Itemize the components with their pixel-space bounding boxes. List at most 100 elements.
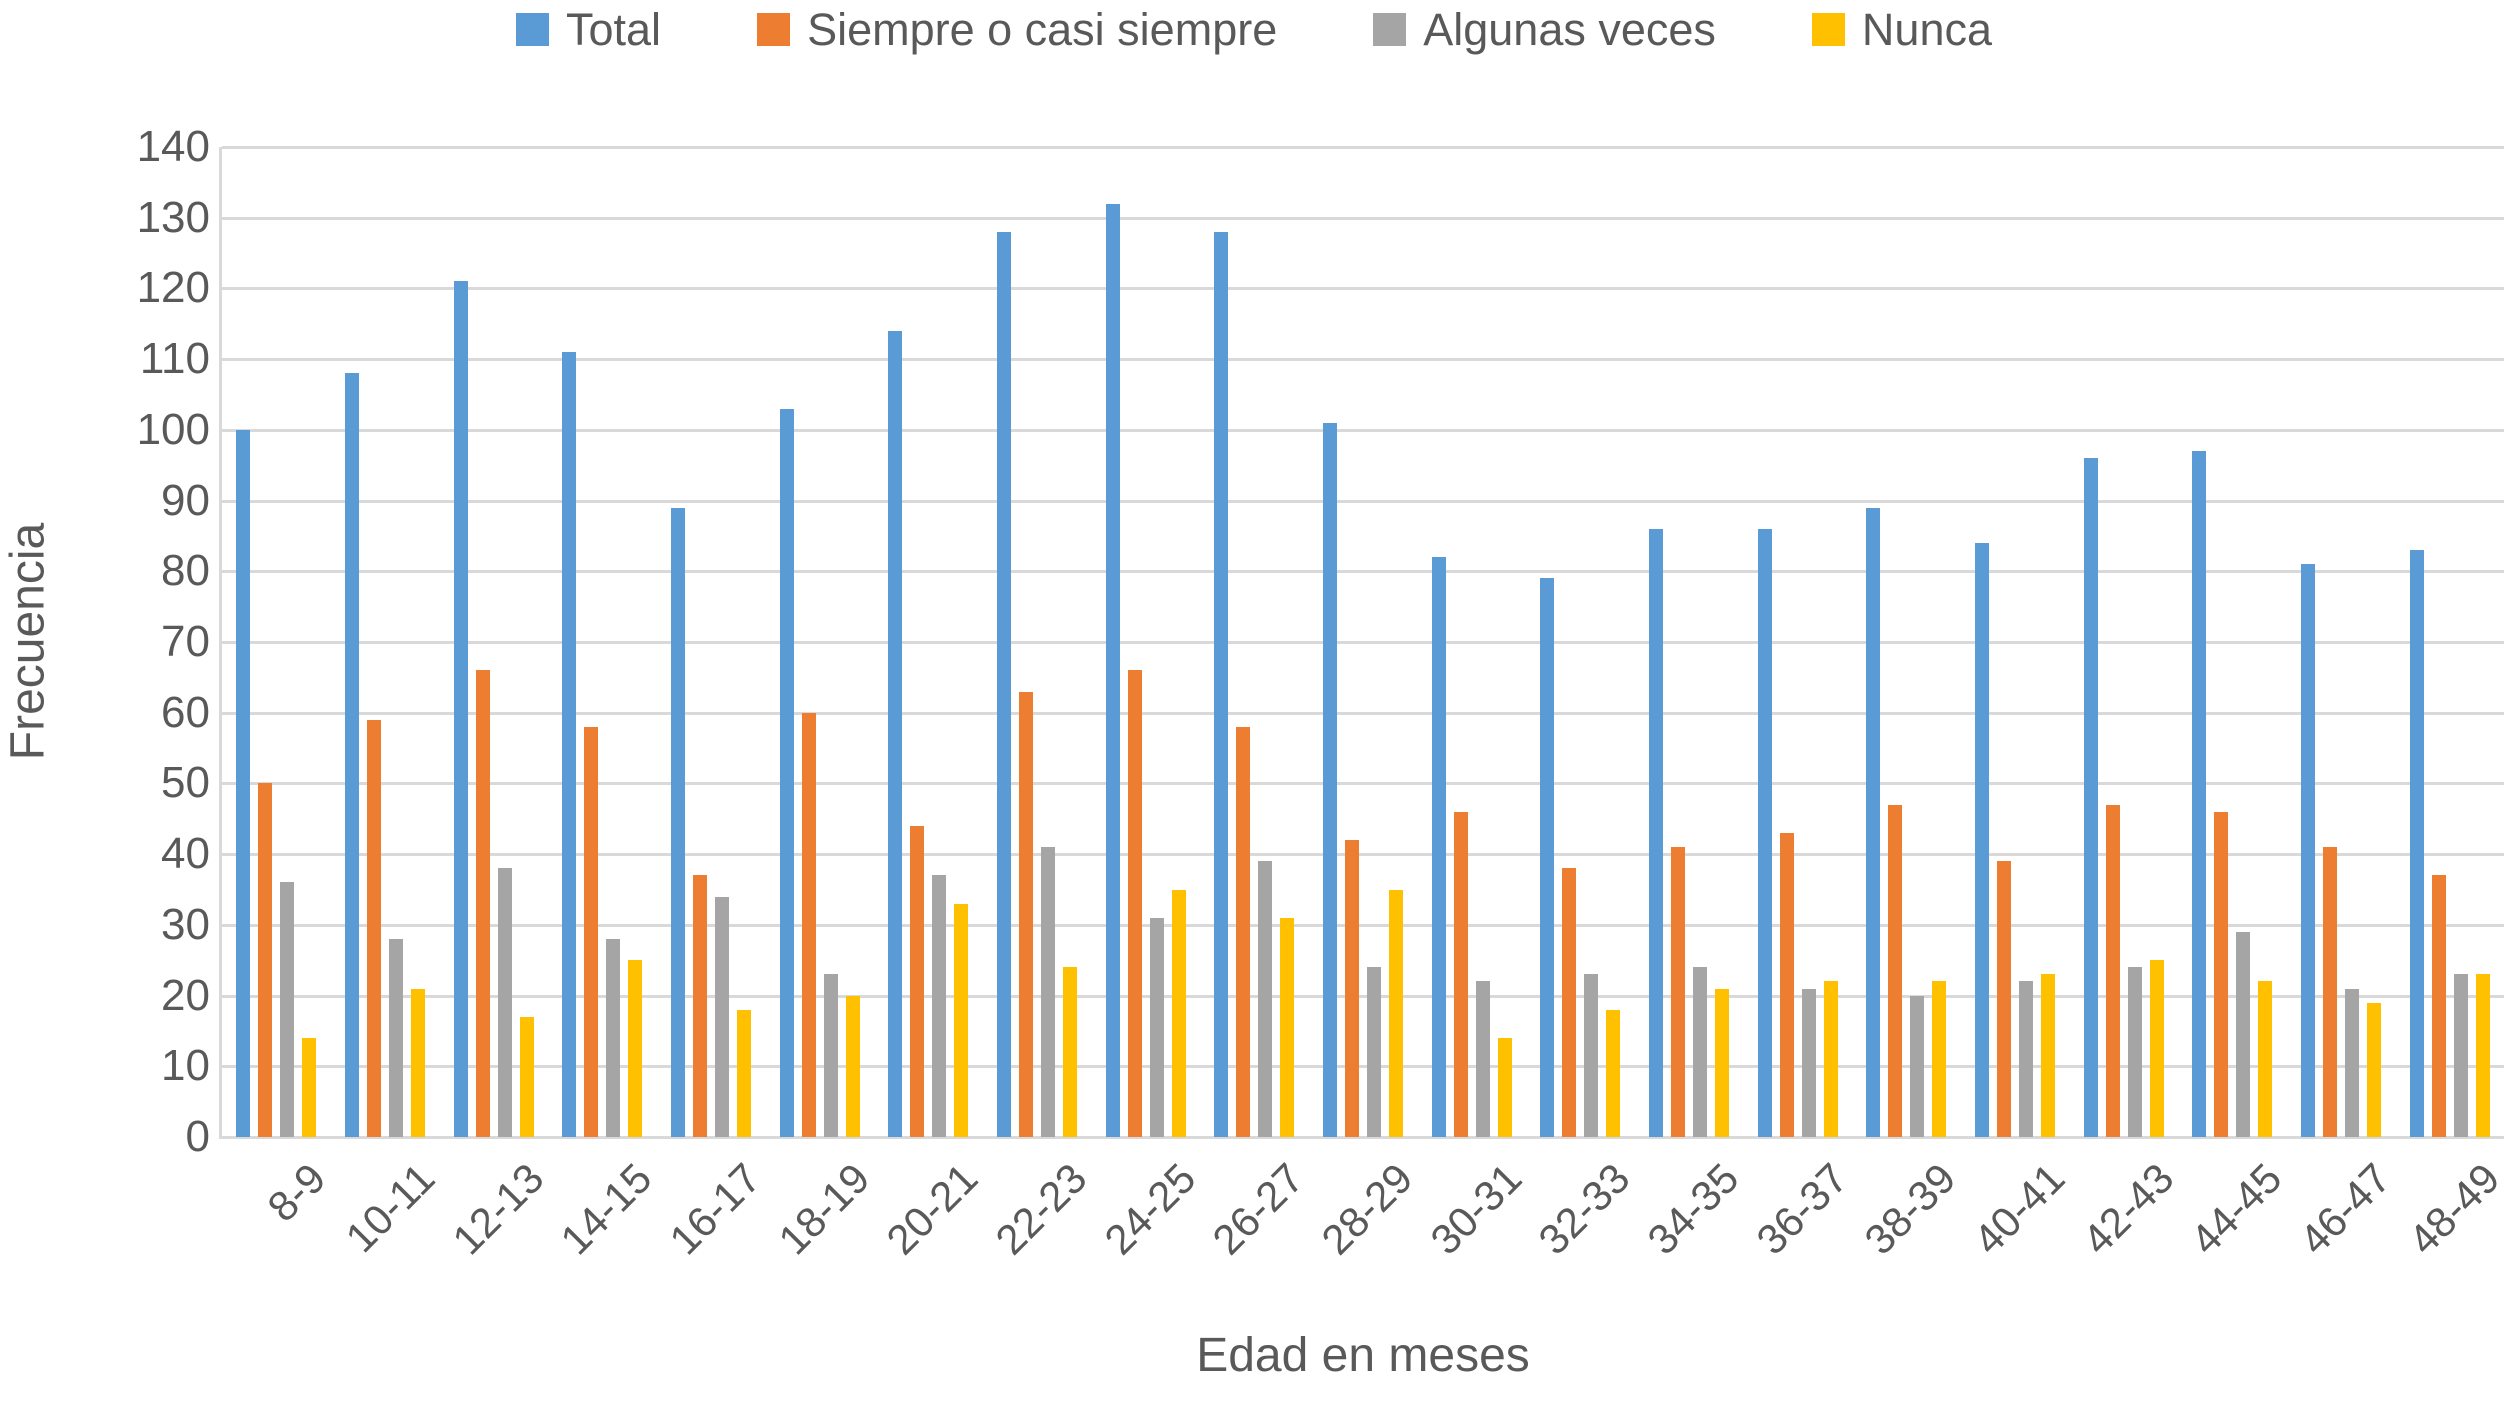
bar-siempre-o-casi-siempre-8-9 xyxy=(258,783,273,1137)
y-tick-label-0: 0 xyxy=(185,1112,210,1161)
bar-total-14-15 xyxy=(562,352,577,1137)
bar-total-32-33 xyxy=(1540,578,1555,1137)
bar-siempre-o-casi-siempre-34-35 xyxy=(1671,847,1685,1137)
bar-total-22-23 xyxy=(997,232,1011,1137)
bar-algunas-veces-18-19 xyxy=(823,974,838,1137)
bar-algunas-veces-12-13 xyxy=(497,868,512,1137)
bar-algunas-veces-20-21 xyxy=(932,875,947,1137)
bar-nunca-36-37 xyxy=(1823,981,1838,1137)
bar-nunca-34-35 xyxy=(1715,989,1729,1137)
bar-nunca-24-25 xyxy=(1171,890,1186,1137)
bar-group-24-25 xyxy=(1105,204,1186,1137)
bar-group-48-49 xyxy=(2409,550,2490,1137)
bar-nunca-10-11 xyxy=(411,989,425,1137)
bar-siempre-o-casi-siempre-44-45 xyxy=(2214,812,2229,1137)
bar-group-26-27 xyxy=(1214,232,1295,1137)
legend-item-nunca: Nunca xyxy=(1811,7,1992,52)
bar-nunca-28-29 xyxy=(1389,890,1403,1137)
bar-group-18-19 xyxy=(779,409,860,1137)
bar-total-38-39 xyxy=(1866,508,1881,1137)
bar-group-44-45 xyxy=(2192,451,2273,1137)
bar-siempre-o-casi-siempre-14-15 xyxy=(584,727,599,1137)
bar-siempre-o-casi-siempre-22-23 xyxy=(1019,692,1033,1137)
bar-total-12-13 xyxy=(453,281,468,1137)
bar-total-16-17 xyxy=(671,508,685,1137)
bar-nunca-32-33 xyxy=(1606,1010,1621,1137)
gridline-y-50 xyxy=(222,782,2504,786)
bar-total-46-47 xyxy=(2301,564,2315,1137)
bar-group-36-37 xyxy=(1757,529,1838,1137)
bar-algunas-veces-16-17 xyxy=(715,897,729,1137)
y-tick-label-60: 60 xyxy=(161,687,210,737)
y-tick-label-140: 140 xyxy=(136,122,210,172)
bar-siempre-o-casi-siempre-46-47 xyxy=(2323,847,2337,1137)
y-tick-label-50: 50 xyxy=(161,758,210,808)
gridline-y-40 xyxy=(222,853,2504,857)
legend-item-algunas-veces: Algunas veces xyxy=(1373,7,1716,52)
bar-nunca-20-21 xyxy=(954,904,969,1137)
bar-algunas-veces-40-41 xyxy=(2019,981,2033,1137)
bar-algunas-veces-38-39 xyxy=(1910,996,1925,1137)
bar-siempre-o-casi-siempre-26-27 xyxy=(1236,727,1251,1137)
bar-algunas-veces-22-23 xyxy=(1041,847,1055,1137)
chart-legend: Total Siempre o casi siempre Algunas veces… xyxy=(0,0,2508,58)
y-tick-label-110: 110 xyxy=(139,334,210,384)
bar-group-16-17 xyxy=(671,508,751,1137)
bar-algunas-veces-10-11 xyxy=(389,939,403,1137)
gridline-y-30 xyxy=(222,923,2504,927)
bar-total-36-37 xyxy=(1757,529,1772,1137)
gridline-y-80 xyxy=(222,570,2504,574)
bar-algunas-veces-26-27 xyxy=(1258,861,1273,1137)
bar-group-32-33 xyxy=(1540,578,1621,1137)
gridline-y-90 xyxy=(222,499,2504,503)
bar-algunas-veces-24-25 xyxy=(1149,918,1164,1137)
bar-siempre-o-casi-siempre-36-37 xyxy=(1779,833,1794,1137)
bar-siempre-o-casi-siempre-40-41 xyxy=(1997,861,2011,1137)
bar-siempre-o-casi-siempre-30-31 xyxy=(1453,812,1468,1137)
bar-group-10-11 xyxy=(345,373,425,1137)
bar-algunas-veces-44-45 xyxy=(2236,932,2251,1137)
bar-total-26-27 xyxy=(1214,232,1229,1137)
bar-siempre-o-casi-siempre-20-21 xyxy=(910,826,925,1137)
bar-siempre-o-casi-siempre-24-25 xyxy=(1127,670,1142,1137)
bar-group-38-39 xyxy=(1866,508,1947,1137)
y-tick-label-70: 70 xyxy=(161,617,210,667)
bar-total-42-43 xyxy=(2083,458,2098,1137)
gridline-y-140 xyxy=(222,146,2504,150)
gridline-y-0 xyxy=(222,1136,2504,1139)
bar-nunca-42-43 xyxy=(2149,960,2164,1137)
bar-algunas-veces-8-9 xyxy=(280,882,295,1137)
bar-algunas-veces-48-49 xyxy=(2453,974,2468,1137)
bar-siempre-o-casi-siempre-18-19 xyxy=(801,713,816,1137)
bar-total-30-31 xyxy=(1431,557,1446,1137)
bar-nunca-38-39 xyxy=(1932,981,1947,1137)
bar-total-10-11 xyxy=(345,373,359,1137)
y-tick-label-80: 80 xyxy=(161,546,210,596)
bar-group-46-47 xyxy=(2301,564,2381,1137)
legend-label-algunas-veces: Algunas veces xyxy=(1423,3,1716,55)
bar-nunca-18-19 xyxy=(845,996,860,1137)
bar-siempre-o-casi-siempre-10-11 xyxy=(367,720,381,1137)
bar-group-28-29 xyxy=(1323,423,1403,1137)
bar-total-8-9 xyxy=(236,430,251,1137)
y-axis-line xyxy=(219,147,222,1139)
bar-group-14-15 xyxy=(562,352,643,1137)
bar-group-42-43 xyxy=(2083,458,2164,1137)
bar-algunas-veces-46-47 xyxy=(2345,989,2359,1137)
bar-total-48-49 xyxy=(2409,550,2424,1137)
bar-nunca-48-49 xyxy=(2475,974,2490,1137)
bar-nunca-22-23 xyxy=(1063,967,1077,1137)
bar-nunca-8-9 xyxy=(302,1038,317,1137)
bar-siempre-o-casi-siempre-16-17 xyxy=(693,875,707,1137)
gridline-y-110 xyxy=(222,358,2504,362)
bar-group-22-23 xyxy=(997,232,1077,1137)
bar-group-30-31 xyxy=(1431,557,1512,1137)
gridline-y-60 xyxy=(222,711,2504,715)
bar-siempre-o-casi-siempre-38-39 xyxy=(1888,805,1903,1137)
bar-nunca-40-41 xyxy=(2041,974,2055,1137)
legend-swatch-icon-algunas-veces xyxy=(1373,12,1407,46)
bar-group-12-13 xyxy=(453,281,534,1137)
bar-algunas-veces-32-33 xyxy=(1584,974,1599,1137)
